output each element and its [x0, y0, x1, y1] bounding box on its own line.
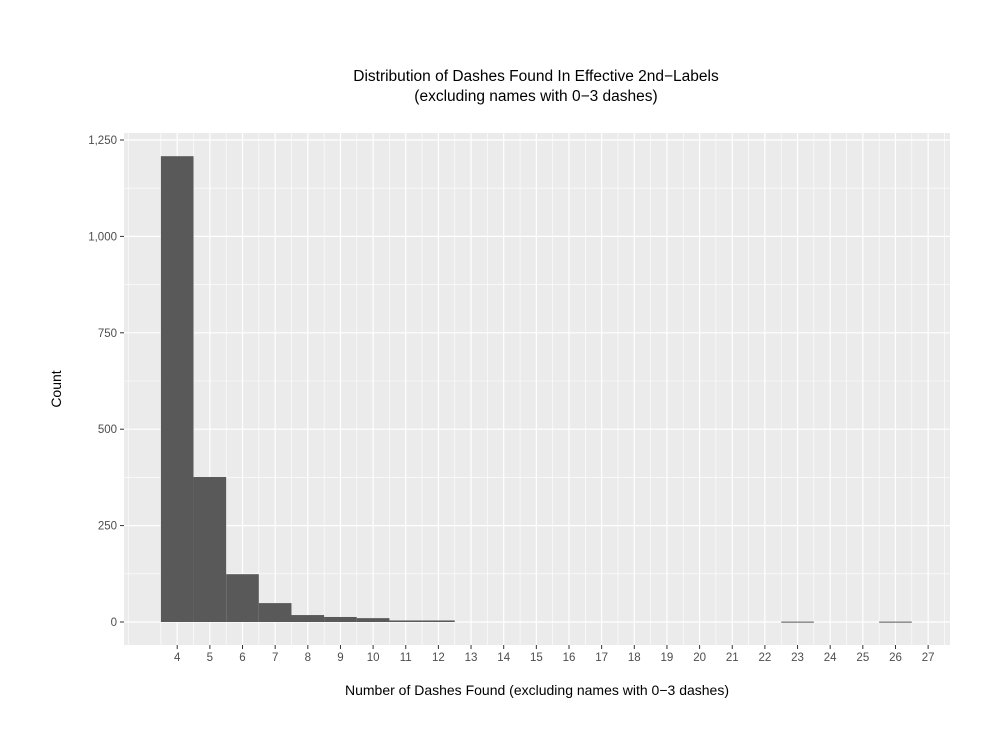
bar-7	[258, 603, 292, 622]
chart-title: Distribution of Dashes Found In Effectiv…	[0, 67, 1000, 107]
y-axis: 0 250 500 750 1,000 1,250	[88, 135, 124, 629]
x-tick-label: 4	[174, 652, 181, 664]
x-axis-label: Number of Dashes Found (excluding names …	[344, 682, 730, 698]
bar-23	[781, 621, 814, 623]
x-tick-label: 8	[305, 652, 311, 664]
x-tick-label: 14	[497, 652, 510, 664]
x-tick-label: 13	[465, 652, 478, 664]
x-tick-label: 21	[726, 652, 739, 664]
histogram-bars	[160, 156, 912, 623]
x-tick-label: 10	[367, 652, 380, 664]
x-tick-label: 23	[791, 652, 804, 664]
bar-8	[291, 615, 325, 622]
bar-10	[356, 618, 390, 622]
bar-9	[324, 616, 357, 622]
bar-26	[879, 621, 912, 623]
x-axis: 4 5 6 7 8 9 10 11 12 13 14 15 16 17 18 19 20 21 22 23 24 25 26…	[174, 645, 935, 664]
x-tick-label: 7	[272, 652, 278, 664]
x-tick-label: 18	[628, 652, 641, 664]
x-tick-label: 25	[856, 652, 869, 664]
y-tick-label: 1,250	[88, 135, 117, 147]
x-tick-label: 26	[889, 652, 902, 664]
y-tick-label: 750	[98, 328, 117, 340]
y-tick-label: 0	[111, 617, 117, 629]
x-tick-label: 19	[661, 652, 674, 664]
x-tick-label: 15	[530, 652, 543, 664]
x-tick-label: 22	[758, 652, 771, 664]
y-axis-label: Count	[48, 370, 64, 408]
y-tick-label: 1,000	[88, 231, 117, 243]
x-tick-label: 24	[824, 652, 837, 664]
x-tick-label: 11	[400, 652, 412, 664]
bar-12	[422, 620, 455, 622]
y-tick-label: 500	[98, 424, 117, 436]
x-tick-label: 20	[693, 652, 706, 664]
x-tick-label: 6	[239, 652, 245, 664]
y-tick-label: 250	[98, 521, 117, 533]
major-gridlines	[124, 133, 950, 645]
bar-5	[193, 477, 227, 622]
x-tick-label: 16	[563, 652, 576, 664]
bar-4	[160, 156, 194, 623]
chart-title-main: Distribution of Dashes Found In Effectiv…	[353, 68, 719, 85]
x-tick-label: 9	[337, 652, 343, 664]
bar-11	[389, 620, 423, 622]
x-tick-label: 12	[432, 652, 445, 664]
plot-panel	[124, 133, 950, 645]
x-tick-label: 27	[922, 652, 935, 664]
x-tick-label: 5	[207, 652, 213, 664]
x-tick-label: 17	[595, 652, 608, 664]
chart-subtitle: (excluding names with 0−3 dashes)	[414, 88, 658, 105]
bar-6	[226, 574, 259, 622]
